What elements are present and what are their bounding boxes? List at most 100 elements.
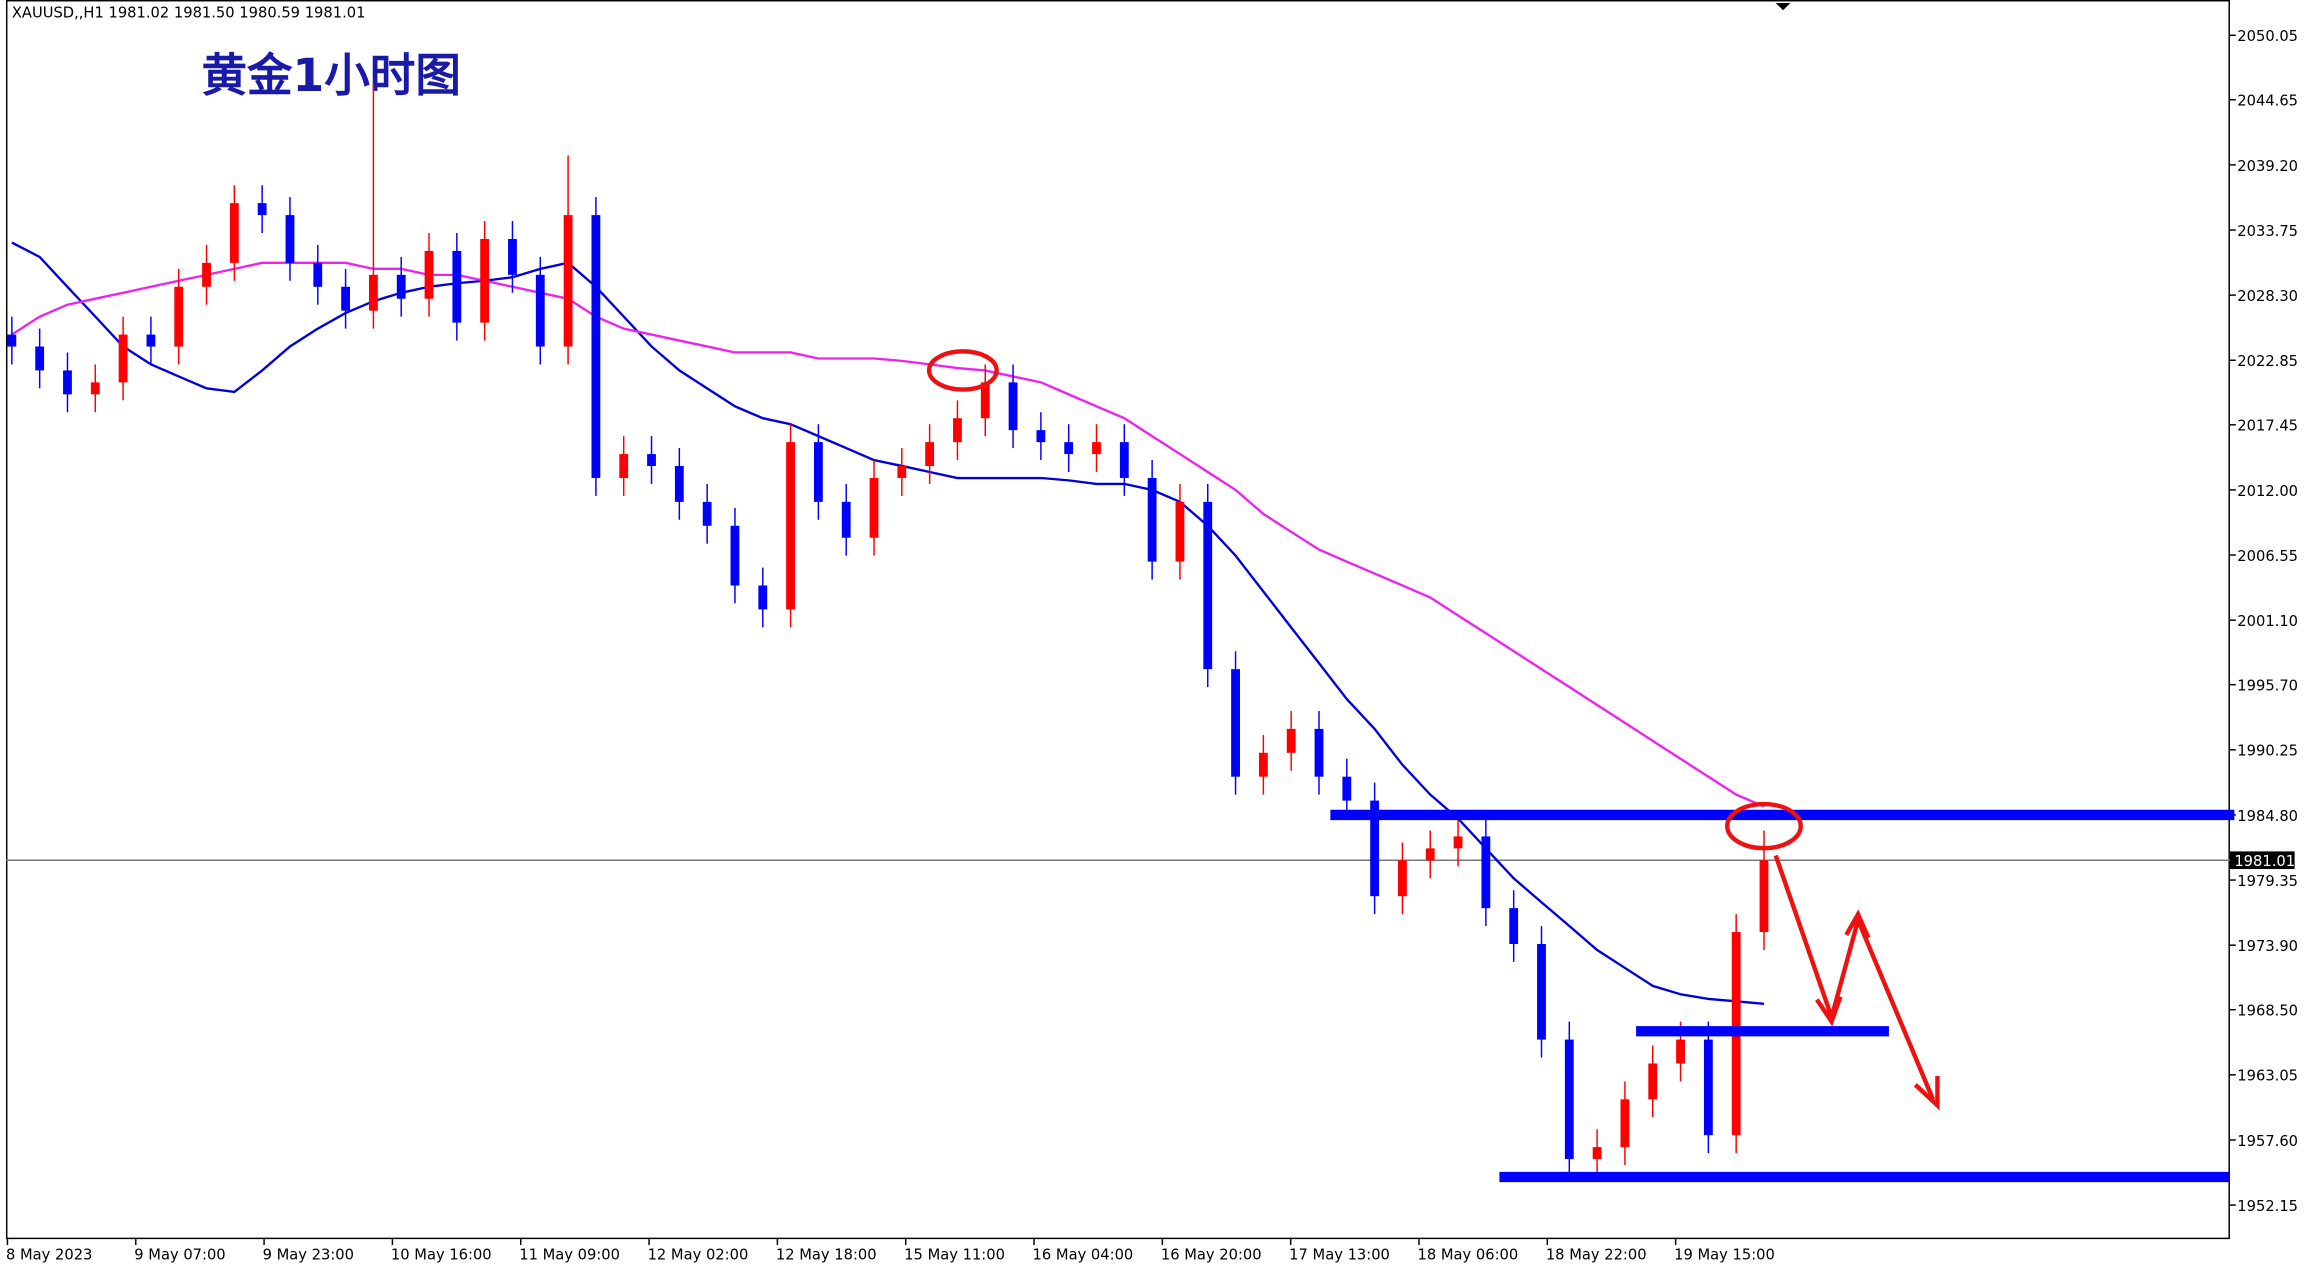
y-tick-label: 1952.15 (2237, 1198, 2298, 1215)
candle-body (202, 262, 211, 287)
x-tick-label: 18 May 22:00 (1546, 1247, 1647, 1264)
arrow-head (1844, 909, 1871, 939)
candle-body (257, 203, 267, 216)
x-tick-label: 19 May 15:00 (1674, 1247, 1775, 1264)
candle-body (1648, 1063, 1658, 1100)
candle-body (35, 346, 45, 371)
y-tick-label: 2039.20 (2237, 158, 2298, 175)
x-tick-label: 9 May 07:00 (134, 1247, 225, 1264)
candle-body (146, 334, 156, 347)
y-tick-label: 2006.55 (2237, 548, 2298, 565)
candle-body (1092, 442, 1101, 455)
candle-body (1147, 477, 1157, 562)
shift-marker (1775, 2, 1791, 11)
forecast-path (1773, 854, 1936, 1101)
candle-body (1036, 430, 1046, 443)
candle-body (925, 442, 935, 467)
candle-body (1564, 1039, 1574, 1160)
candle-body (118, 334, 128, 383)
candle-body (508, 238, 517, 275)
y-tick-label: 1979.35 (2237, 873, 2298, 890)
x-tick-label: 16 May 04:00 (1033, 1247, 1134, 1264)
candle-body (1592, 1147, 1602, 1160)
candle-body (480, 238, 490, 323)
candle-body (897, 466, 907, 478)
candle-body (619, 454, 629, 478)
candle-body (90, 382, 100, 395)
y-tick-label: 2028.30 (2237, 288, 2298, 305)
y-tick-label: 1995.70 (2237, 678, 2298, 695)
candle-body (313, 262, 323, 287)
candle-body (396, 274, 406, 299)
y-tick-label: 2017.45 (2237, 418, 2298, 435)
last-price-label: 1981.01 (2234, 853, 2295, 870)
y-tick-label: 1963.05 (2237, 1068, 2298, 1085)
chart-title: 黄金1小时图 (201, 49, 460, 102)
candle-body (1425, 848, 1435, 861)
candle-body (1203, 501, 1213, 670)
candle-body (1481, 836, 1491, 909)
candle-body (1620, 1099, 1630, 1148)
candle-body (980, 382, 990, 419)
candle-body (1453, 836, 1463, 849)
arrow-head (1815, 995, 1843, 1027)
x-tick-label: 9 May 23:00 (263, 1247, 354, 1264)
x-tick-label: 8 May 2023 (6, 1247, 92, 1264)
candle-body (813, 442, 823, 502)
y-tick-label: 2012.00 (2237, 483, 2298, 500)
candle-body (285, 215, 295, 263)
annotations (926, 349, 1940, 1111)
candle-body (7, 334, 17, 347)
moving-average (11, 261, 1765, 808)
y-tick-label: 2022.85 (2237, 353, 2298, 370)
candle-body (63, 370, 72, 395)
x-tick-label: 12 May 18:00 (776, 1247, 877, 1264)
candle-body (1231, 669, 1240, 777)
y-tick-label: 2001.10 (2237, 613, 2298, 630)
candle-body (730, 525, 740, 586)
candle-body (174, 286, 184, 347)
candle-body (1119, 442, 1129, 478)
candle-body (563, 215, 573, 347)
candle-body (758, 585, 768, 610)
candle-body (841, 501, 851, 538)
candle-body (1398, 860, 1407, 897)
candle-body (1537, 943, 1546, 1040)
candle-body (368, 274, 378, 311)
plot-frame (5, 0, 2230, 1240)
x-tick-label: 16 May 20:00 (1161, 1247, 1262, 1264)
x-tick-label: 18 May 06:00 (1418, 1247, 1519, 1264)
arrow-head (1913, 1075, 1940, 1111)
chart-header: XAUUSD,,H1 1981.02 1981.50 1980.59 1981.… (12, 5, 366, 22)
y-tick-label: 2050.05 (2237, 28, 2298, 45)
marks: 2050.05 2044.65 2039.20 2033.75 2028.30 2022.… (5, 28, 2298, 1264)
y-tick-label: 1957.60 (2237, 1133, 2298, 1150)
y-tick-label: 2044.65 (2237, 93, 2298, 110)
candle-body (1759, 860, 1769, 933)
y-tick-label: 1968.50 (2237, 1003, 2298, 1020)
candle-body (1064, 442, 1074, 455)
candle-body (341, 286, 351, 311)
x-tick-label: 17 May 13:00 (1289, 1247, 1390, 1264)
x-tick-label: 15 May 11:00 (904, 1247, 1005, 1264)
candle-body (702, 501, 712, 526)
x-tick-label: 10 May 16:00 (391, 1247, 492, 1264)
x-tick-label: 11 May 09:00 (519, 1247, 620, 1264)
candle-body (1258, 752, 1268, 777)
candle-body (1509, 908, 1519, 944)
candle-body (1008, 382, 1018, 431)
last-price-box (2229, 851, 2295, 870)
moving-average (11, 241, 1765, 1005)
y-tick-label: 1973.90 (2237, 938, 2298, 955)
candle-body (786, 442, 795, 610)
candle-body (953, 418, 962, 443)
candle-body (1286, 728, 1296, 753)
candle-body (424, 250, 434, 299)
y-tick-label: 1984.80 (2237, 808, 2298, 825)
candle-body (647, 454, 656, 467)
candle-body (452, 250, 462, 323)
highlight-ellipse (1725, 801, 1803, 851)
candle-body (535, 274, 545, 347)
